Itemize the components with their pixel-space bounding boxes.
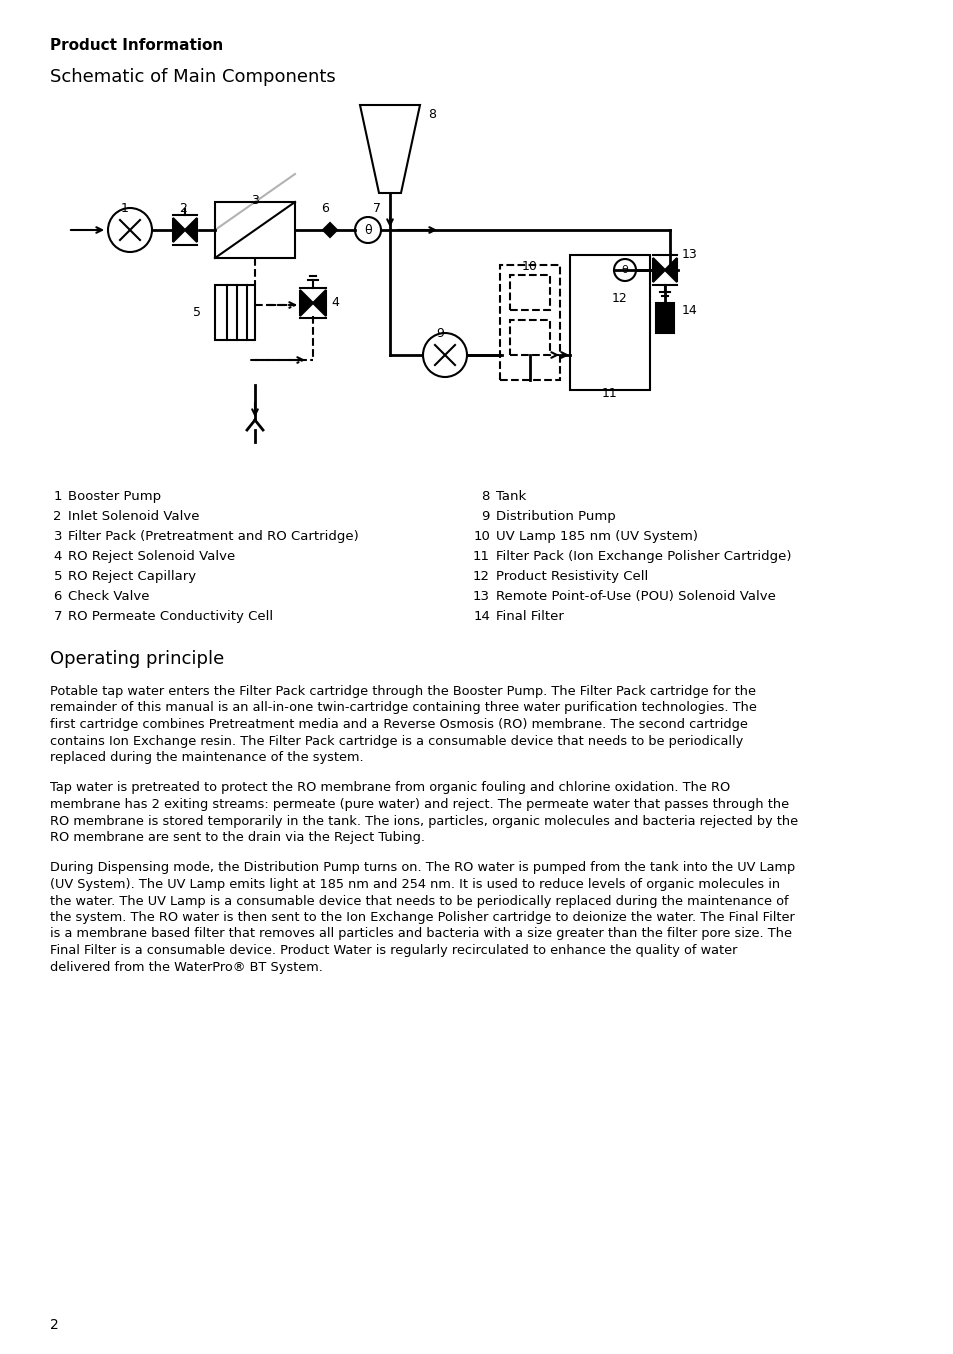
Text: 5: 5 [53, 570, 62, 584]
Text: 8: 8 [428, 108, 436, 122]
Text: first cartridge combines Pretreatment media and a Reverse Osmosis (RO) membrane.: first cartridge combines Pretreatment me… [50, 718, 747, 731]
Text: 10: 10 [521, 260, 537, 274]
Text: RO Reject Solenoid Valve: RO Reject Solenoid Valve [68, 550, 235, 563]
Polygon shape [299, 290, 313, 315]
Text: 3: 3 [251, 194, 258, 207]
Text: (UV System). The UV Lamp emits light at 185 nm and 254 nm. It is used to reduce : (UV System). The UV Lamp emits light at … [50, 877, 780, 891]
Text: RO Permeate Conductivity Cell: RO Permeate Conductivity Cell [68, 611, 273, 623]
Bar [510, 320, 550, 355]
Text: 12: 12 [473, 570, 490, 584]
Text: 4: 4 [331, 297, 338, 310]
Text: θ: θ [364, 223, 372, 237]
Polygon shape [185, 218, 196, 242]
Text: 2: 2 [179, 202, 187, 215]
Polygon shape [313, 290, 326, 315]
Text: 1: 1 [121, 202, 129, 215]
Bar [499, 265, 559, 380]
Text: Product Information: Product Information [50, 38, 223, 53]
Text: Tank: Tank [496, 490, 526, 502]
Text: 13: 13 [681, 249, 697, 261]
Text: Final Filter: Final Filter [496, 611, 563, 623]
Bar [656, 303, 673, 333]
Bar [214, 202, 294, 259]
Text: replaced during the maintenance of the system.: replaced during the maintenance of the s… [50, 751, 363, 764]
Text: Remote Point-of-Use (POU) Solenoid Valve: Remote Point-of-Use (POU) Solenoid Valve [496, 590, 775, 603]
Text: UV Lamp 185 nm (UV System): UV Lamp 185 nm (UV System) [496, 529, 698, 543]
Text: delivered from the WaterPro® BT System.: delivered from the WaterPro® BT System. [50, 960, 322, 974]
Text: 11: 11 [601, 387, 618, 399]
Text: 7: 7 [53, 611, 62, 623]
Polygon shape [323, 223, 336, 237]
Text: θ: θ [621, 265, 628, 275]
Text: 2: 2 [50, 1317, 59, 1332]
Text: 6: 6 [53, 590, 62, 603]
Text: 7: 7 [373, 202, 380, 215]
Polygon shape [652, 259, 664, 282]
Text: 14: 14 [681, 303, 697, 317]
Bar [510, 275, 550, 310]
Bar [569, 255, 649, 390]
Text: membrane has 2 exiting streams: permeate (pure water) and reject. The permeate w: membrane has 2 exiting streams: permeate… [50, 798, 788, 811]
Text: Final Filter is a consumable device. Product Water is regularly recirculated to : Final Filter is a consumable device. Pro… [50, 944, 737, 957]
Text: Potable tap water enters the Filter Pack cartridge through the Booster Pump. The: Potable tap water enters the Filter Pack… [50, 685, 755, 699]
Text: Booster Pump: Booster Pump [68, 490, 161, 502]
Text: Tap water is pretreated to protect the RO membrane from organic fouling and chlo: Tap water is pretreated to protect the R… [50, 781, 729, 795]
Text: 8: 8 [481, 490, 490, 502]
Text: 1: 1 [53, 490, 62, 502]
Text: 2: 2 [53, 510, 62, 523]
Text: Filter Pack (Pretreatment and RO Cartridge): Filter Pack (Pretreatment and RO Cartrid… [68, 529, 358, 543]
Text: 4: 4 [53, 550, 62, 563]
Text: 9: 9 [436, 328, 443, 340]
Polygon shape [172, 218, 185, 242]
Text: RO membrane are sent to the drain via the Reject Tubing.: RO membrane are sent to the drain via th… [50, 831, 424, 844]
Text: Check Valve: Check Valve [68, 590, 150, 603]
Text: Inlet Solenoid Valve: Inlet Solenoid Valve [68, 510, 199, 523]
Text: the system. The RO water is then sent to the Ion Exchange Polisher cartridge to : the system. The RO water is then sent to… [50, 911, 794, 923]
Text: 14: 14 [473, 611, 490, 623]
Text: 13: 13 [473, 590, 490, 603]
Text: 9: 9 [481, 510, 490, 523]
Text: contains Ion Exchange resin. The Filter Pack cartridge is a consumable device th: contains Ion Exchange resin. The Filter … [50, 734, 742, 747]
Text: Schematic of Main Components: Schematic of Main Components [50, 68, 335, 87]
Text: 12: 12 [612, 292, 627, 305]
Text: RO Reject Capillary: RO Reject Capillary [68, 570, 196, 584]
Text: remainder of this manual is an all-in-one twin-cartridge containing three water : remainder of this manual is an all-in-on… [50, 701, 756, 715]
Text: During Dispensing mode, the Distribution Pump turns on. The RO water is pumped f: During Dispensing mode, the Distribution… [50, 861, 794, 875]
Text: is a membrane based filter that removes all particles and bacteria with a size g: is a membrane based filter that removes … [50, 927, 791, 941]
Text: 11: 11 [473, 550, 490, 563]
Text: Operating principle: Operating principle [50, 650, 224, 668]
Text: 6: 6 [321, 202, 329, 215]
Text: RO membrane is stored temporarily in the tank. The ions, particles, organic mole: RO membrane is stored temporarily in the… [50, 815, 798, 827]
Text: the water. The UV Lamp is a consumable device that needs to be periodically repl: the water. The UV Lamp is a consumable d… [50, 895, 788, 907]
Text: Distribution Pump: Distribution Pump [496, 510, 615, 523]
Text: Filter Pack (Ion Exchange Polisher Cartridge): Filter Pack (Ion Exchange Polisher Cartr… [496, 550, 791, 563]
Text: Product Resistivity Cell: Product Resistivity Cell [496, 570, 648, 584]
Text: 10: 10 [473, 529, 490, 543]
Polygon shape [664, 259, 677, 282]
Bar [214, 284, 254, 340]
Text: 5: 5 [193, 306, 201, 320]
Text: 3: 3 [53, 529, 62, 543]
